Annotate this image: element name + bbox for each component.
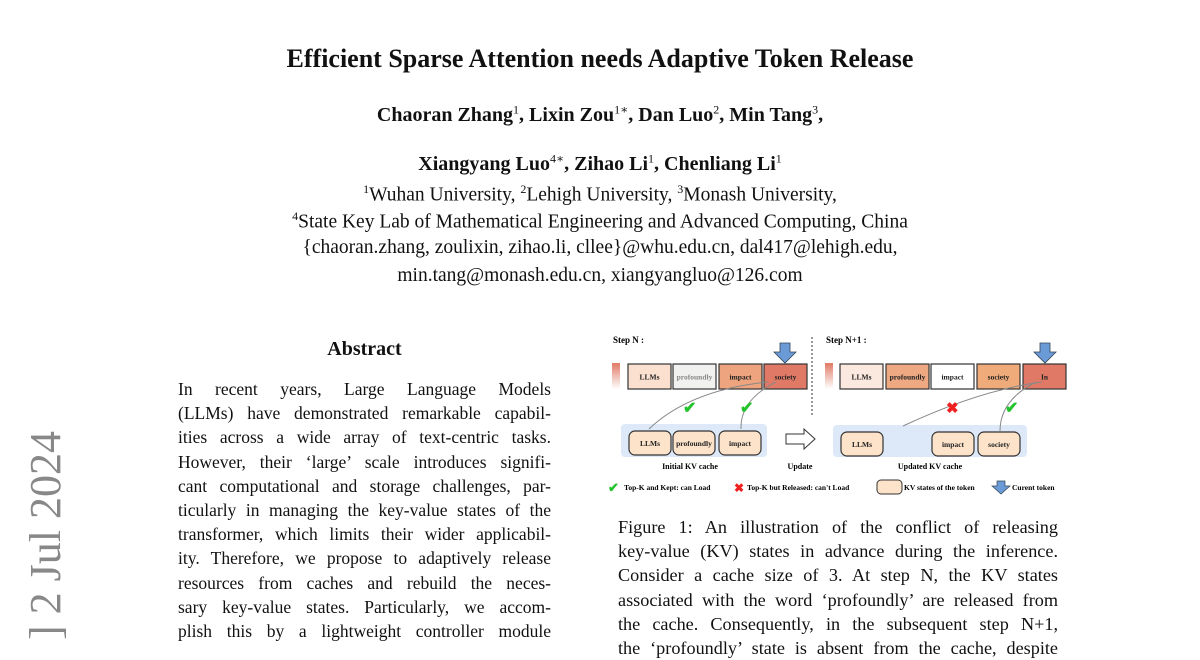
token-box-label: impact: [941, 373, 964, 382]
authors-line-2: Xiangyang Luo4∗, Zihao Li1, Chenliang Li…: [418, 151, 782, 175]
step-n1-label: Step N+1 :: [826, 335, 867, 345]
token-box-label: In: [1041, 373, 1049, 382]
step-n-label: Step N :: [613, 335, 644, 345]
author: Min Tang3: [729, 102, 819, 126]
abstract-line: In recent years, Large Language Models: [178, 379, 551, 399]
token-box: [627, 363, 672, 390]
legend-kv-box: [876, 479, 903, 495]
affiliations-line-1: 1Wuhan University, 2Lehigh University, 3…: [363, 182, 837, 206]
kv-cache-box: [628, 430, 672, 456]
abstract-line: transformer, which limits their wider ap…: [178, 524, 551, 545]
arxiv-stamp: ] 2 Jul 2024: [21, 431, 70, 640]
legend-cross-icon: ✖: [734, 481, 744, 495]
token-box: [885, 363, 930, 390]
kv-cache-box-label: LLMs: [640, 439, 660, 448]
token-box: [976, 363, 1021, 390]
authors-line-1: Chaoran Zhang1, Lixin Zou1∗, Dan Luo2, M…: [376, 102, 824, 126]
abstract-line: ity. Therefore, we propose to adaptively…: [178, 548, 551, 569]
token-box-label: society: [775, 373, 797, 382]
token-box: [672, 363, 717, 390]
cross-icon: ✖: [946, 401, 959, 417]
author: Dan Luo2: [638, 102, 720, 126]
abstract-line: (LLMs) have demonstrated remarkable capa…: [178, 403, 551, 424]
kv-cache-box-label: LLMs: [852, 440, 872, 449]
current-token-arrow-icon: [773, 342, 797, 364]
attention-gradient-bar: [825, 363, 833, 389]
check-icon: ✔: [1005, 400, 1018, 417]
abstract-line: resources from caches and rebuild the ne…: [178, 572, 551, 593]
legend-check-icon: ✔: [608, 480, 619, 495]
token-box: [1022, 363, 1067, 390]
check-icon: ✔: [740, 400, 753, 417]
caption-line: the ‘profoundly’ state is absent from th…: [618, 638, 1058, 658]
caption-line: associated with the word ‘profoundly’ ar…: [618, 589, 1058, 610]
token-box-label: society: [988, 373, 1010, 382]
legend-current-token: Curent token: [1012, 483, 1055, 492]
caption-line: Figure 1: An illustration of the conflic…: [618, 517, 1058, 537]
kv-cache-box-label: impact: [729, 439, 752, 448]
author: Zihao Li1: [574, 151, 655, 175]
emails-line-2: min.tang@monash.edu.cn, xiangyangluo@126…: [397, 265, 803, 286]
author: Lixin Zou1∗: [529, 102, 629, 126]
abstract-line: ticularly in managing the key-value stat…: [178, 500, 551, 520]
caption-line: Consider a cache size of 3. At step N, t…: [618, 565, 1058, 586]
kv-cache-box-label: impact: [942, 440, 965, 449]
legend-current-token-icon: [991, 480, 1011, 495]
abstract-line: plish this by a lightweight controller m…: [178, 621, 551, 641]
kv-cache-box: [931, 431, 975, 457]
token-box-label: impact: [729, 373, 752, 382]
initial-cache-label: Initial KV cache: [662, 462, 718, 471]
update-label: Update: [788, 462, 813, 471]
author: Chenliang Li1: [664, 151, 782, 175]
check-icon: ✔: [683, 400, 696, 417]
kv-cache-box: [977, 431, 1021, 457]
affiliations-line-2: 4State Key Lab of Mathematical Engineeri…: [292, 209, 908, 233]
token-box-label: profoundly: [677, 373, 713, 382]
attention-gradient-bar: [612, 363, 620, 389]
attention-link: [999, 381, 1037, 432]
abstract-line: However, their ‘large’ scale introduces …: [178, 451, 551, 472]
attention-link: [648, 381, 769, 430]
author: Xiangyang Luo4∗: [418, 151, 565, 175]
abstract-line: ities across a wide array of text-centri…: [178, 427, 551, 448]
kv-cache-box: [718, 430, 762, 456]
caption-line: the cache. Consequently, in the subseque…: [618, 613, 1058, 634]
token-box: [718, 363, 763, 390]
emails-line-1: {chaoran.zhang, zoulixin, zihao.li, clle…: [302, 237, 898, 258]
token-box: [930, 363, 975, 390]
abstract-line: sary key-value states. Particularly, we …: [178, 596, 551, 617]
token-box-label: profoundly: [890, 373, 926, 382]
author: Chaoran Zhang1: [376, 102, 520, 126]
kv-cache-box-label: profoundly: [676, 439, 712, 448]
abstract-heading: Abstract: [327, 338, 402, 360]
token-box-label: LLMs: [639, 373, 659, 382]
update-arrow-icon: [785, 427, 816, 451]
kv-cache-box: [672, 430, 716, 456]
abstract-line: cant computational and storage challenge…: [178, 475, 551, 496]
legend-kv-states: KV states of the token: [904, 483, 976, 492]
kv-cache-box: [840, 431, 884, 457]
token-box-label: LLMs: [851, 373, 871, 382]
figure-1: Step N : Step N+1 : LLMs profoundly impact…: [608, 335, 1067, 495]
legend-released: Top-K but Released: can't Load: [747, 483, 850, 492]
attention-link: [740, 381, 777, 430]
kv-cache-box-label: society: [988, 440, 1010, 449]
paper-title: Efficient Sparse Attention needs Adaptiv…: [286, 44, 914, 73]
token-box: [839, 363, 884, 390]
current-token-arrow-icon: [1033, 342, 1057, 364]
caption-line: key-value (KV) states in advance during …: [618, 541, 1058, 562]
updated-cache-label: Updated KV cache: [898, 462, 963, 471]
legend-kept: Top-K and Kept: can Load: [624, 483, 711, 492]
attention-link: [902, 381, 1043, 427]
